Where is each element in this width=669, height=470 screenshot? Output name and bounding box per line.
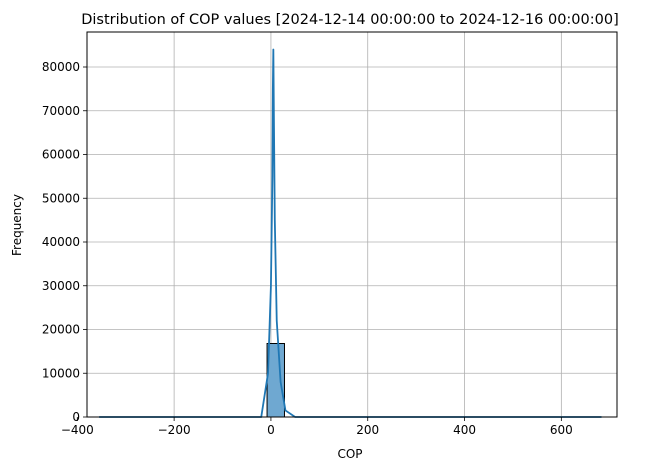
y-tick-label: 0 — [72, 410, 80, 424]
y-axis-ticks: 0 10000 20000 30000 40000 50000 60000 70000 8000… — [42, 60, 87, 424]
y-tick-label: 50000 — [42, 191, 80, 205]
histogram-bar — [266, 343, 285, 418]
x-tick-label: 600 — [550, 423, 573, 437]
y-tick-label: 60000 — [42, 148, 80, 162]
plot-area-frame — [86, 31, 618, 418]
x-tick-label: 200 — [356, 423, 379, 437]
y-tick-label: 10000 — [42, 366, 80, 380]
x-tick-label: −400 — [61, 423, 94, 437]
x-tick-label: −200 — [158, 423, 191, 437]
chart-title: Distribution of COP values [2024-12-14 0… — [81, 12, 619, 28]
y-axis-label: Frequency — [10, 194, 24, 256]
x-tick-label: 400 — [453, 423, 476, 437]
y-tick-label: 20000 — [42, 323, 80, 337]
x-axis-ticks: −400 −200 0 200 400 600 — [61, 417, 573, 437]
y-tick-label: 30000 — [42, 279, 80, 293]
y-tick-label: 40000 — [42, 235, 80, 249]
histogram-bars — [266, 343, 285, 418]
y-tick-label: 80000 — [42, 60, 80, 74]
grid-lines — [87, 32, 617, 418]
x-tick-label: 0 — [267, 423, 275, 437]
y-tick-label: 70000 — [42, 104, 80, 118]
x-axis-label: COP — [337, 447, 362, 461]
